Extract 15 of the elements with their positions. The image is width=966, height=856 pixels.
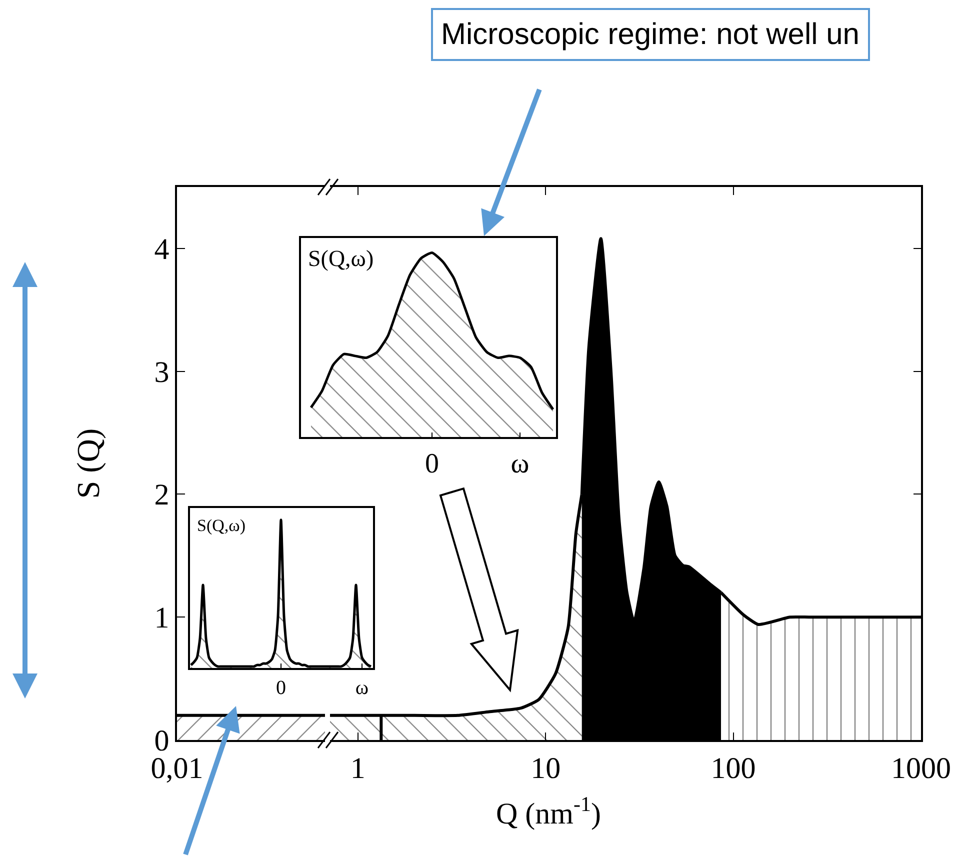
text: Microscopic regime: not well un — [441, 18, 860, 51]
y-tick-label: 4 — [154, 232, 170, 266]
x-tick-label: 1000 — [891, 752, 951, 785]
chart-title: S(Q,ω) — [197, 516, 246, 535]
chart-title: S(Q,ω) — [308, 246, 374, 271]
x-tick-label: 100 — [710, 752, 756, 785]
y-tick-label: 2 — [154, 478, 170, 512]
x-tick-label: 1 — [350, 752, 366, 785]
x-tick-label: 10 — [530, 752, 561, 785]
x-tick-label: ω — [510, 448, 530, 480]
y-tick-label: 1 — [154, 602, 170, 635]
y-tick-label: 3 — [154, 356, 170, 389]
x-axis-title: Q (nm$^{-1}$) — [496, 792, 601, 831]
y-axis-title: S (Q) — [70, 428, 106, 499]
x-tick-label: ω — [355, 676, 369, 699]
